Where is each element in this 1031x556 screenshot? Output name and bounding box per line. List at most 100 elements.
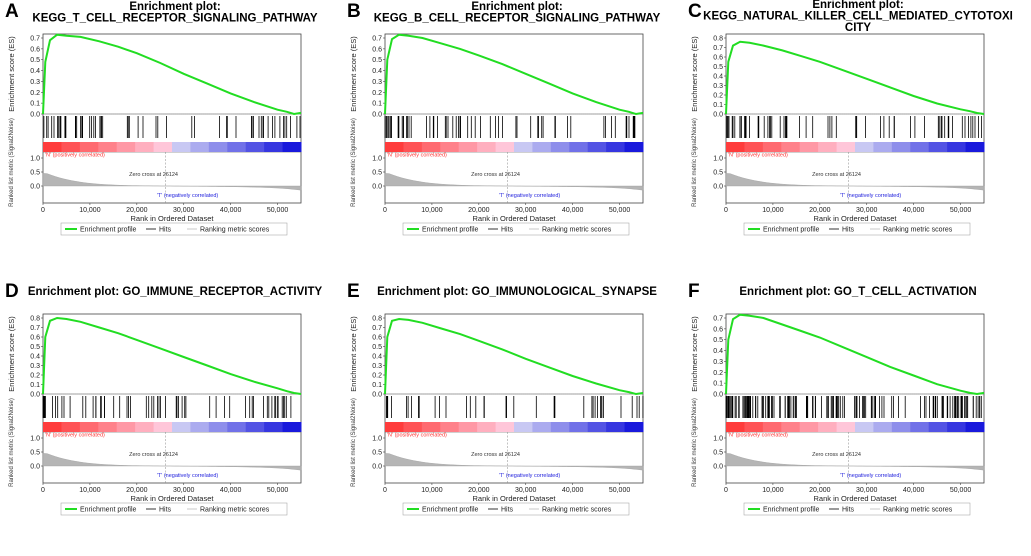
metric-tick-label: 0.5	[30, 450, 40, 457]
metric-tick-label: 0.5	[372, 450, 382, 457]
y-tick-label: 0.3	[713, 359, 723, 366]
plot-frame	[42, 33, 302, 204]
metric-axis-label: Ranked list metric (Signal2Noise)	[692, 398, 698, 487]
y-tick-label: 0.2	[30, 373, 40, 380]
panel-a: A Enrichment plot: KEGG_T_CELL_RECEPTOR_SI…	[3, 0, 343, 276]
color-bar-segment	[947, 422, 967, 432]
color-bar-segment	[873, 422, 893, 432]
positive-correlation-note: 'N' (positively correlated)	[387, 433, 447, 439]
color-bar-segment	[891, 422, 911, 432]
x-tick-label: 20,000	[468, 207, 490, 214]
color-bar-segment	[421, 142, 441, 152]
color-bar-segment	[606, 422, 626, 432]
x-tick-label: 0	[724, 207, 728, 214]
y-tick-label: 0.7	[30, 325, 40, 332]
color-bar-segment	[514, 142, 533, 152]
plot-title: Enrichment plot:	[812, 0, 903, 11]
color-bar-segment	[245, 422, 265, 432]
color-bar-segment	[153, 422, 173, 432]
color-bar-segment	[799, 142, 819, 152]
color-bar-segment	[532, 142, 552, 152]
x-tick-label: 10,000	[79, 207, 101, 214]
y-tick-label: 0.4	[372, 354, 382, 361]
x-axis-label: Rank in Ordered Dataset	[473, 214, 557, 223]
color-bar-segment	[458, 422, 478, 432]
color-bar-segment	[836, 142, 856, 152]
color-bar-segment	[98, 422, 118, 432]
negative-correlation-note: 'T' (negatively correlated)	[157, 193, 219, 199]
color-bar-segment	[190, 422, 210, 432]
x-tick-label: 10,000	[421, 487, 443, 494]
color-bar-segment	[726, 142, 745, 152]
legend-metric-label: Ranking metric scores	[883, 227, 953, 234]
metric-axis-label: Ranked list metric (Signal2Noise)	[9, 398, 15, 487]
color-bar-segment	[208, 422, 228, 432]
legend-hits-label: Hits	[501, 507, 514, 514]
enrichment-profile-line	[725, 40, 985, 115]
y-tick-label: 0.1	[713, 102, 723, 109]
color-bar-segment	[385, 422, 404, 432]
metric-axis-label: Ranked list metric (Signal2Noise)	[351, 118, 357, 207]
plot-frame	[725, 33, 985, 204]
zero-cross-note: Zero cross at 26124	[129, 452, 178, 458]
y-tick-label: 0.4	[30, 68, 40, 75]
y-tick-label: 0.4	[372, 68, 382, 75]
metric-tick-label: 0.0	[372, 464, 382, 471]
x-tick-label: 0	[383, 487, 387, 494]
color-bar-segment	[403, 142, 423, 152]
plot-title: KEGG_T_CELL_RECEPTOR_SIGNALING_PATHWAY	[32, 13, 318, 25]
color-bar-segment	[227, 422, 247, 432]
gsea-plot-svg: B Enrichment plot:KEGG_B_CELL_RECEPTOR_SI…	[347, 1, 661, 236]
x-tick-label: 40,000	[220, 207, 242, 214]
legend: Enrichment profile Hits Ranking metric sco…	[743, 502, 971, 516]
zero-cross-note: Zero cross at 26124	[129, 172, 178, 178]
metric-tick-label: 1.0	[30, 156, 40, 163]
x-axis-label: Rank in Ordered Dataset	[814, 494, 898, 503]
color-bar-segment	[385, 142, 404, 152]
enrichment-profile-line	[725, 313, 985, 396]
negative-correlation-note: 'T' (negatively correlated)	[499, 473, 561, 479]
color-bar-segment	[762, 422, 782, 432]
color-bar-segment	[98, 142, 118, 152]
x-tick-label: 30,000	[856, 207, 878, 214]
panel-letter: E	[347, 281, 360, 302]
color-bar-segment	[587, 422, 607, 432]
y-tick-label: 0.3	[30, 363, 40, 370]
zero-cross-note: Zero cross at 26124	[812, 452, 861, 458]
panel-d: D Enrichment plot: GO_IMMUNE_RECEPTOR_ACT…	[3, 280, 343, 556]
y-tick-label: 0.5	[30, 344, 40, 351]
legend: Enrichment profile Hits Ranking metric sco…	[743, 222, 971, 236]
legend-profile-label: Enrichment profile	[422, 227, 479, 234]
x-tick-label: 10,000	[762, 207, 784, 214]
ranking-metric-area	[42, 453, 302, 471]
legend: Enrichment profile Hits Ranking metric sco…	[60, 222, 288, 236]
y-tick-label: 0.6	[372, 46, 382, 53]
plot-title: Enrichment plot: GO_T_CELL_ACTIVATION	[739, 286, 976, 298]
color-bar-segment	[855, 142, 874, 152]
x-tick-label: 30,000	[173, 207, 195, 214]
legend-metric-label: Ranking metric scores	[200, 227, 270, 234]
color-bar-segment	[135, 422, 155, 432]
hits-track	[386, 396, 644, 418]
metric-axis-label: Ranked list metric (Signal2Noise)	[9, 118, 15, 207]
color-bar-segment	[855, 422, 874, 432]
x-tick-label: 40,000	[220, 487, 242, 494]
metric-tick-label: 1.0	[30, 436, 40, 443]
color-bar-segment	[799, 422, 819, 432]
x-tick-label: 50,000	[267, 207, 289, 214]
y-tick-label: 0.0	[30, 112, 40, 119]
color-bar-segment	[873, 142, 893, 152]
y-tick-label: 0.7	[713, 316, 723, 323]
legend-profile-label: Enrichment profile	[80, 227, 137, 234]
legend-profile-label: Enrichment profile	[763, 227, 820, 234]
positive-correlation-note: 'N' (positively correlated)	[387, 153, 447, 159]
ranking-metric-area	[384, 453, 644, 471]
hits-track	[42, 396, 292, 418]
es-axis-label: Enrichment score (ES)	[7, 316, 16, 392]
color-bar-segment	[762, 142, 782, 152]
color-bar-segment	[495, 142, 515, 152]
color-bar-segment	[458, 142, 478, 152]
color-bar-segment	[587, 142, 607, 152]
positive-correlation-note: 'N' (positively correlated)	[45, 433, 105, 439]
ranking-metric-area	[42, 173, 302, 191]
